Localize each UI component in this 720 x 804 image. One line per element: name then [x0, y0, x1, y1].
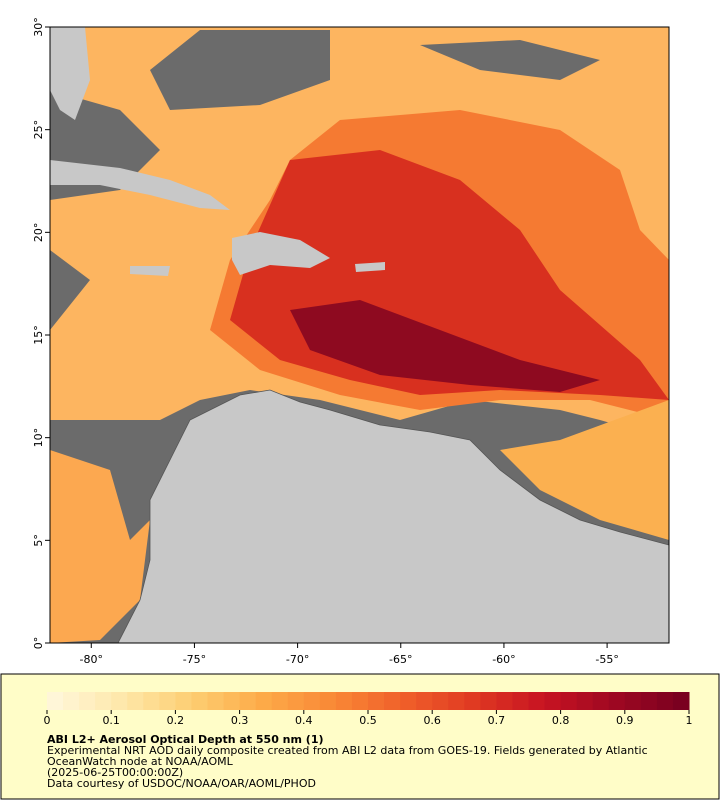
colorbar: 0 0.1 0.2 0.3 0.4 0.5 0.6 0.7 0.8 0.9 1 — [44, 692, 693, 727]
colorbar-step — [480, 692, 497, 710]
colorbar-step — [640, 692, 658, 710]
colorbar-step — [175, 692, 192, 710]
colorbar-step — [95, 692, 112, 710]
colorbar-tick-label: 0.5 — [359, 714, 377, 727]
colorbar-tick-label: 0 — [44, 714, 51, 727]
colorbar-tick-label: 0.4 — [295, 714, 313, 727]
colorbar-tick-label: 0.2 — [167, 714, 185, 727]
colorbar-tick-label: 1 — [686, 714, 693, 727]
x-tick-label: -55° — [595, 653, 618, 666]
map-image — [50, 27, 669, 643]
colorbar-step — [416, 692, 433, 710]
axes: -80° -75° -70° -65° -60° -55° 0° 5° 10° 15° 20° 25°… — [32, 17, 619, 666]
no-data-gap — [150, 30, 600, 110]
colorbar-step — [143, 692, 160, 710]
colorbar-tick-label: 0.7 — [488, 714, 506, 727]
cuba — [50, 160, 230, 210]
y-tick-label: 15° — [32, 325, 45, 345]
colorbar-tick-label: 0.9 — [616, 714, 634, 727]
colorbar-step — [672, 692, 690, 710]
islands — [130, 262, 385, 276]
colorbar-step — [496, 692, 513, 710]
colorbar-step — [127, 692, 144, 710]
colorbar-step — [656, 692, 674, 710]
caption-line: OceanWatch node at NOAA/AOML — [47, 755, 234, 768]
south-america — [117, 389, 669, 643]
colorbar-step — [448, 692, 465, 710]
colorbar-step — [384, 692, 401, 710]
colorbar-tick-label: 0.6 — [423, 714, 441, 727]
caption-line: Data courtesy of USDOC/NOAA/OAR/AOML/PHO… — [47, 777, 316, 790]
x-tick-label: -65° — [389, 653, 412, 666]
colorbar-step — [400, 692, 417, 710]
y-tick-label: 25° — [32, 120, 45, 140]
colorbar-step — [576, 692, 594, 710]
caption-line: (2025-06-25T00:00:00Z) — [47, 766, 183, 779]
colorbar-step — [223, 692, 241, 710]
x-tick-label: -75° — [183, 653, 206, 666]
colorbar-step — [528, 692, 546, 710]
colorbar-step — [303, 692, 321, 710]
colorbar-step — [624, 692, 642, 710]
caption-title: ABI L2+ Aerosol Optical Depth at 550 nm … — [47, 733, 324, 746]
y-tick-label: 30° — [32, 17, 45, 37]
colorbar-tick-label: 0.3 — [231, 714, 249, 727]
x-tick-label: -60° — [492, 653, 515, 666]
y-tick-label: 20° — [32, 223, 45, 243]
colorbar-step — [63, 692, 80, 710]
x-tick-label: -70° — [286, 653, 309, 666]
colorbar-step — [111, 692, 128, 710]
colorbar-step — [351, 692, 369, 710]
florida — [50, 27, 90, 120]
colorbar-step — [544, 692, 562, 710]
colorbar-step — [432, 692, 449, 710]
colorbar-step — [255, 692, 273, 710]
colorbar-step — [319, 692, 337, 710]
colorbar-step — [512, 692, 529, 710]
aerosol-pacific — [50, 450, 150, 643]
y-tick-label: 10° — [32, 428, 45, 448]
colorbar-step — [47, 692, 64, 710]
colorbar-step — [368, 692, 385, 710]
y-tick-label: 0° — [32, 637, 45, 650]
colorbar-step — [608, 692, 626, 710]
colorbar-step — [335, 692, 353, 710]
colorbar-step — [239, 692, 257, 710]
colorbar-step — [592, 692, 610, 710]
colorbar-step — [287, 692, 305, 710]
aerosol-coastal — [500, 400, 669, 540]
y-tick-label: 5° — [32, 534, 45, 547]
colorbar-step — [271, 692, 289, 710]
aerosol-peak — [290, 300, 600, 392]
colorbar-tick-label: 0.8 — [552, 714, 570, 727]
colorbar-step — [464, 692, 481, 710]
colorbar-step — [159, 692, 176, 710]
colorbar-step — [560, 692, 578, 710]
colorbar-tick-label: 0.1 — [102, 714, 120, 727]
hispaniola — [232, 232, 330, 275]
x-tick-label: -80° — [80, 653, 103, 666]
caption-line: Experimental NRT AOD daily composite cre… — [47, 744, 648, 757]
colorbar-step — [191, 692, 208, 710]
colorbar-step — [207, 692, 225, 710]
colorbar-step — [79, 692, 96, 710]
